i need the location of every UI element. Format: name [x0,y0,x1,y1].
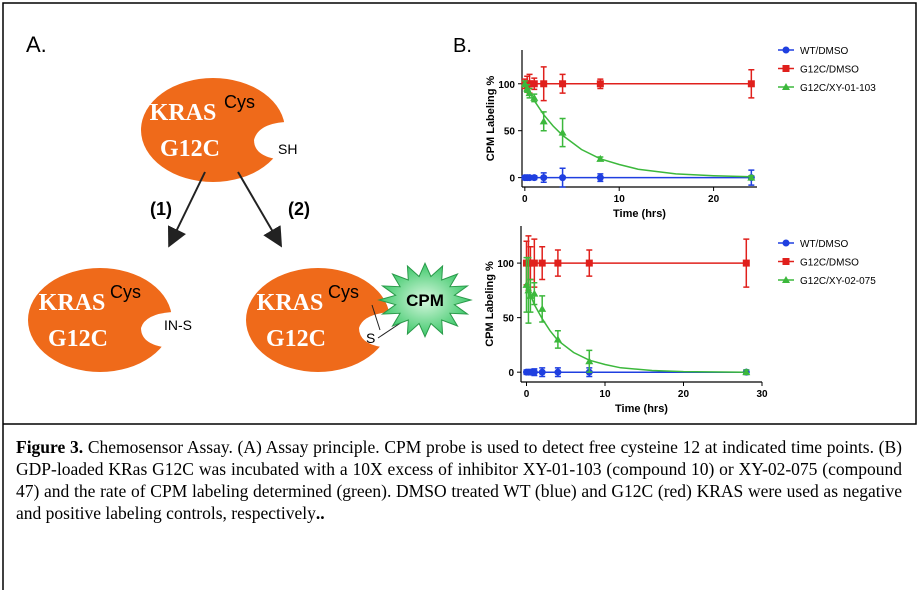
x-tick-label: 0 [522,194,528,205]
adduct: S [366,330,375,346]
point [554,368,562,376]
point [526,80,534,88]
residue: Cys [224,92,255,112]
protein-shape [28,268,172,372]
point [747,80,755,88]
point [742,259,750,267]
step-label: (2) [288,199,310,219]
legend-label: G12C/DMSO [800,65,859,76]
point [554,259,562,267]
x-tick-label: 30 [756,389,768,400]
legend-marker [782,276,790,283]
probe-star [377,261,473,339]
adduct: IN-S [164,317,192,333]
y-axis-title: CPM Labeling % [484,261,496,347]
y-tick-label: 0 [508,368,514,379]
y-axis-title: CPM Labeling % [485,76,497,162]
protein-name: KRAS [39,290,106,316]
y-tick-label: 100 [497,259,514,270]
point [530,368,538,376]
point [596,174,604,182]
y-tick-label: 0 [509,174,515,185]
panel-label: A. [26,32,47,57]
pocket [141,312,172,348]
caption-label: Figure 3. [16,437,84,457]
point [747,173,756,181]
panel-label: B. [453,35,472,57]
thiol: SH [278,141,297,157]
y-tick-label: 50 [504,127,516,138]
pocket [254,122,285,160]
y-tick-label: 100 [498,80,515,91]
bond [371,304,381,331]
point [540,174,548,182]
panel-a: A. KRAS G12C Cys SH (1) (2) KRAS G12C Cy… [26,32,473,372]
legend-label: WT/DMSO [800,239,849,250]
point [538,304,547,312]
legend-label: G12C/XY-02-075 [800,276,876,287]
caption-text: Chemosensor Assay. (A) Assay principle. … [16,437,902,523]
protein-name: G12C [266,326,326,352]
point [539,117,548,125]
legend-marker [782,258,790,265]
legend-label: G12C/XY-01-103 [800,83,876,94]
point [558,128,567,136]
step-label: (1) [150,199,172,219]
legend-marker [782,46,790,54]
residue: Cys [328,282,359,302]
y-tick-label: 50 [503,314,515,325]
protein-name: G12C [48,326,108,352]
x-tick-label: 20 [678,389,690,400]
arrow [168,171,206,248]
point [585,259,593,267]
legend-marker [782,83,790,90]
legend-label: WT/DMSO [800,46,849,57]
point [526,291,535,299]
arrow [237,171,283,248]
x-axis-title: Time (hrs) [615,403,668,415]
caption: Figure 3. Chemosensor Assay. (A) Assay p… [16,436,902,524]
caption-end: .. [315,503,325,523]
point [530,174,538,182]
point [538,259,546,267]
point [530,93,539,101]
point [538,368,546,376]
point [530,80,538,88]
point [596,80,604,88]
protein-name: G12C [160,136,220,162]
point [526,259,534,267]
point [530,289,539,297]
protein-name: KRAS [257,290,324,316]
protein-name: KRAS [150,100,217,126]
legend-marker [782,239,790,247]
x-axis-title: Time (hrs) [613,208,666,220]
legend-label: G12C/DMSO [800,258,859,269]
point [559,174,567,182]
point [596,154,605,162]
point [553,335,562,343]
point [742,368,751,376]
series-line [524,83,752,178]
probe-label: CPM [406,291,444,310]
x-tick-label: 10 [599,389,611,400]
pocket [359,312,390,348]
protein-shape [246,268,390,372]
x-tick-label: 0 [524,389,530,400]
x-tick-label: 10 [614,194,626,205]
residue: Cys [110,282,141,302]
legend-marker [782,65,790,72]
point [540,80,548,88]
series-line [525,284,747,373]
point [530,259,538,267]
point [585,357,594,365]
x-tick-label: 20 [708,194,720,205]
protein-shape [141,78,285,182]
point [559,80,567,88]
